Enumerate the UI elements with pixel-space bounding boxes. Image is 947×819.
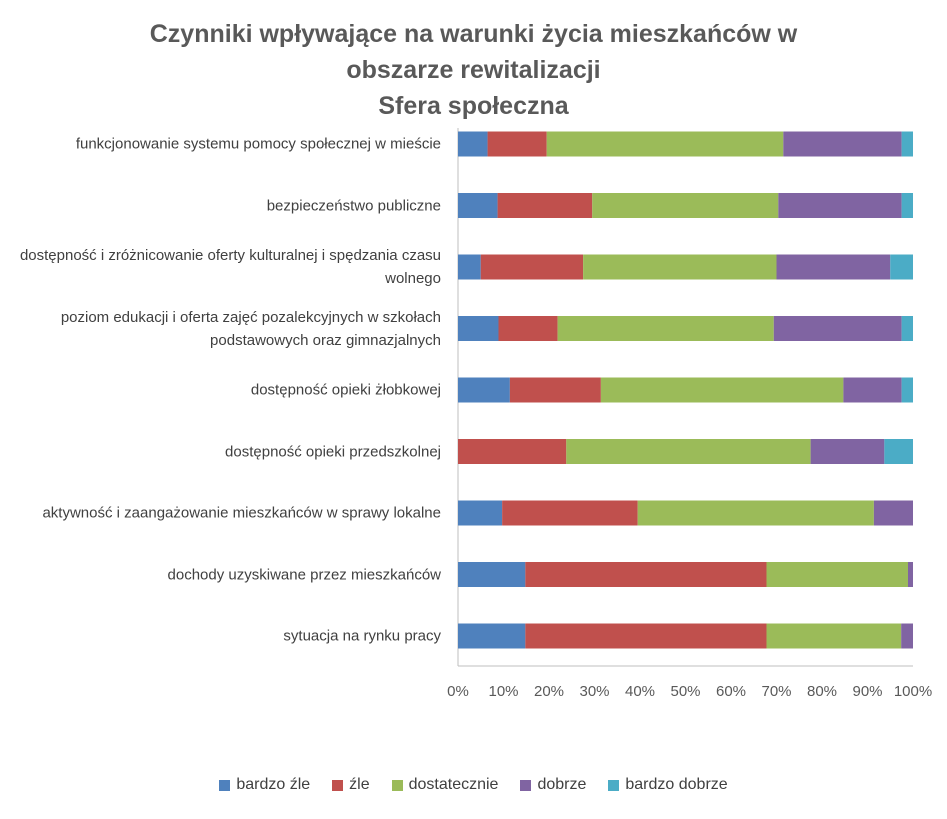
- bar-segment: [600, 377, 844, 403]
- bar-segment: [525, 562, 767, 587]
- bar-segment: [480, 254, 584, 280]
- bar-segment: [766, 623, 902, 649]
- chart-title-line: obszarze rewitalizacji: [346, 56, 601, 84]
- tick-label: 10%: [488, 683, 519, 700]
- bar-segment: [901, 131, 913, 157]
- bar-segment: [901, 316, 913, 341]
- category-label: bezpieczeństwo publiczne: [266, 197, 441, 214]
- bar-segment: [546, 131, 784, 157]
- tick-label: 40%: [624, 683, 656, 700]
- legend-label: bardzo źle: [236, 776, 311, 793]
- category-label: dostępność i zróżnicowanie oferty kultur…: [19, 247, 441, 287]
- legend-label: dobrze: [537, 776, 587, 793]
- bar-segment: [810, 439, 885, 464]
- bar-segment: [843, 377, 902, 403]
- tick-label: 20%: [533, 683, 565, 700]
- bar-segment: [458, 193, 498, 218]
- bar-segment: [766, 562, 908, 587]
- bar-segment: [458, 316, 499, 341]
- bar-segment: [502, 500, 638, 526]
- tick-label: 30%: [579, 683, 610, 700]
- tick-label: 100%: [893, 683, 933, 700]
- bar-segment: [458, 500, 503, 526]
- bar-segment: [458, 254, 481, 280]
- bar-segment: [509, 377, 601, 403]
- bar-segment: [783, 131, 902, 157]
- tick-label: 60%: [715, 683, 747, 700]
- category-label: dochody uzyskiwane przez mieszkańców: [167, 566, 441, 583]
- legend-label: bardzo dobrze: [625, 776, 728, 793]
- bar-segment: [890, 254, 913, 280]
- bar-segment: [458, 377, 510, 403]
- chart-title-line: Czynniki wpływające na warunki życia mie…: [149, 20, 798, 48]
- bar-segment: [525, 623, 767, 649]
- bar-segment: [458, 562, 526, 587]
- bar-segment: [776, 254, 891, 280]
- bar-segment: [487, 131, 547, 157]
- bar-segment: [458, 623, 526, 649]
- bar-segment: [884, 439, 913, 464]
- legend: bardzo źle źle dostatecznie dobrze bardzo do…: [0, 776, 947, 794]
- legend-label: źle: [349, 776, 370, 793]
- tick-label: 70%: [761, 683, 792, 700]
- legend-swatch: [332, 779, 344, 791]
- tick-label: 50%: [670, 683, 701, 700]
- category-label: dostępność opieki przedszkolnej: [225, 443, 441, 460]
- legend-swatch: [608, 779, 620, 791]
- legend-item: bardzo źle: [219, 776, 310, 794]
- category-label: sytuacja na rynku pracy: [283, 627, 441, 645]
- bar-segment: [497, 193, 593, 218]
- legend-item: źle: [332, 776, 370, 794]
- legend-item: dobrze: [520, 776, 586, 794]
- bar-segment: [557, 316, 774, 341]
- bar-segment: [907, 562, 913, 587]
- chart-title-line: Sfera społeczna: [378, 92, 569, 120]
- bar-segment: [901, 193, 913, 218]
- bar-segment: [778, 193, 902, 218]
- bar-segment: [583, 254, 777, 280]
- bar-segment: [873, 500, 913, 526]
- bar-segment: [901, 377, 913, 403]
- bar-segment: [637, 500, 874, 526]
- bar-segment: [458, 439, 567, 464]
- legend-item: bardzo dobrze: [608, 776, 728, 794]
- tick-label: 80%: [806, 683, 838, 700]
- category-label: dostępność opieki żłobkowej: [250, 381, 441, 399]
- tick-label: 0%: [447, 683, 469, 700]
- category-label: funkcjonowanie systemu pomocy społecznej…: [75, 135, 441, 153]
- category-label: poziom edukacji i oferta zajęć pozalekcy…: [60, 308, 441, 349]
- bar-segment: [458, 131, 488, 157]
- legend-swatch: [391, 779, 403, 791]
- legend-label: dostatecznie: [408, 776, 499, 793]
- bar-segment: [773, 316, 902, 341]
- category-label: aktywność i zaangażowanie mieszkańców w …: [42, 504, 441, 522]
- legend-swatch: [520, 779, 532, 791]
- bar-segment: [592, 193, 779, 218]
- bar-segment: [901, 623, 913, 649]
- legend-item: dostatecznie: [391, 776, 499, 794]
- bar-segment: [566, 439, 811, 464]
- legend-swatch: [219, 779, 231, 791]
- bar-segment: [498, 316, 558, 341]
- tick-label: 90%: [852, 683, 883, 700]
